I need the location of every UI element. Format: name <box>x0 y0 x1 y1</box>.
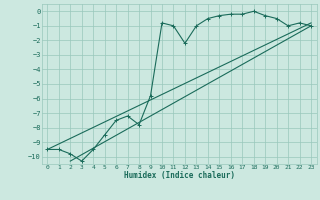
X-axis label: Humidex (Indice chaleur): Humidex (Indice chaleur) <box>124 171 235 180</box>
